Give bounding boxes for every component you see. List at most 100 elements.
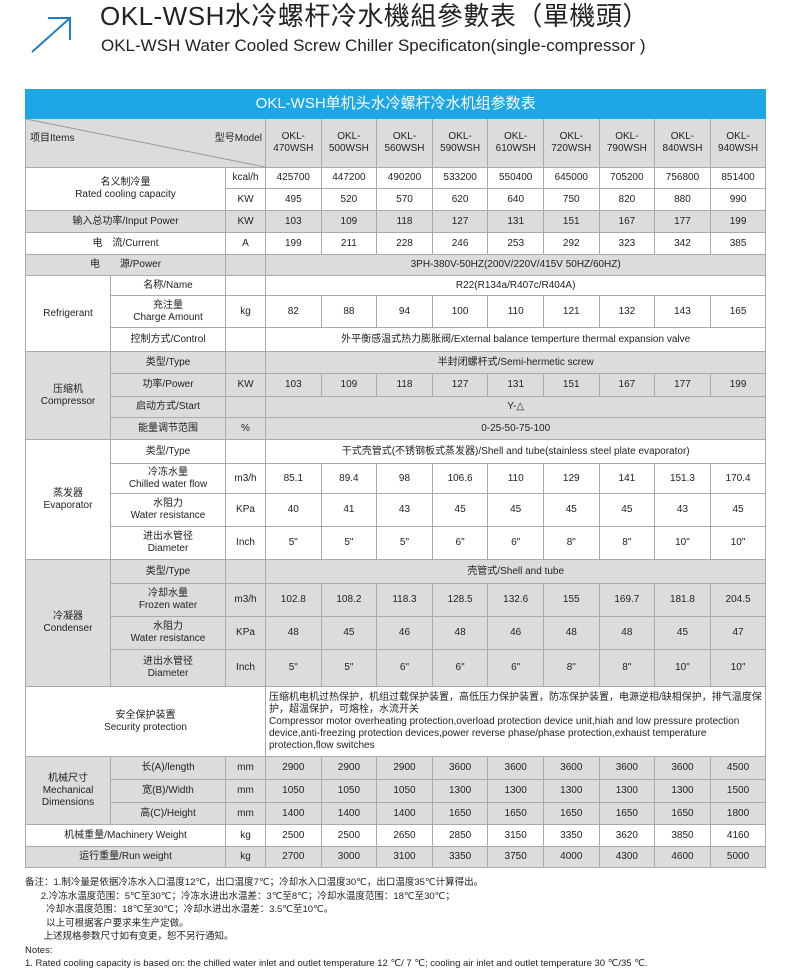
value-cell: 98 xyxy=(376,463,433,494)
table-row: 充注量 Charge Amount kg 82 88 94 100 110 121 132 143… xyxy=(26,295,767,328)
value-cell: 121 xyxy=(542,295,600,328)
value-cell: 3750 xyxy=(487,846,544,868)
value-cell: 141 xyxy=(598,463,656,494)
model-header: OKL- 840WSH xyxy=(654,118,711,168)
unit-cell: % xyxy=(225,417,266,440)
model-header: OKL- 500WSH xyxy=(320,118,378,168)
content: OKL-WSH单机头水冷螺杆冷水机组参数表 项目Items 型号Model OK… xyxy=(24,89,767,971)
value-cell: 820 xyxy=(598,188,656,211)
value-cell: 46 xyxy=(376,616,433,650)
note-line: 以上可根据客户要求来生产定做。 xyxy=(25,917,189,929)
row-label: 机械重量/Machinery Weight xyxy=(25,824,226,847)
value-cell: 1300 xyxy=(654,779,711,803)
value-cell: 1650 xyxy=(542,802,600,825)
items-label: 项目Items xyxy=(30,133,75,144)
value-cell: 103 xyxy=(265,210,322,233)
value-cell: 342 xyxy=(654,232,711,255)
value-cell: 199 xyxy=(709,210,767,233)
row-value: 0-25-50-75-100 xyxy=(264,417,767,440)
table-row: 名义制冷量 Rated cooling capacity kcal/h 425700… xyxy=(25,167,767,211)
table-row: 冷却水量 Frozen water m3/h 102.8 108.2 118.3 128.… xyxy=(26,583,767,617)
value-cell: 6" xyxy=(431,526,489,560)
unit-cell xyxy=(225,327,266,352)
value-cell: 490200 xyxy=(376,167,433,189)
table-row: 机械尺寸 Mechanical Dimensions 长(A)/length mm 2… xyxy=(25,756,767,825)
value-cell: 118 xyxy=(376,373,433,397)
row-value: 干式壳管式(不锈钢板式蒸发器)/Shell and tube(stainless… xyxy=(264,439,767,464)
value-cell: 3600 xyxy=(654,756,711,780)
row-value: R22(R134a/R407c/R404A) xyxy=(264,275,767,296)
value-cell: 169.7 xyxy=(598,583,656,617)
value-cell: 447200 xyxy=(320,167,378,189)
value-cell: 645000 xyxy=(542,167,600,189)
value-cell: 45 xyxy=(598,493,656,527)
value-cell: 211 xyxy=(320,232,378,255)
value-cell: 103 xyxy=(265,373,322,397)
value-cell: 246 xyxy=(431,232,489,255)
value-cell: 851400 xyxy=(709,167,767,189)
unit-cell: m3/h xyxy=(225,583,266,617)
unit-cell: mm xyxy=(225,779,266,803)
note-line: 2.冷冻水温度范围：5℃至30℃；冷冻水进出水温差：3℃至8℃；冷却水温度范围：… xyxy=(25,890,455,902)
value-cell: 43 xyxy=(376,493,433,527)
row-value: 3PH-380V-50HZ(200V/220V/415V 50HZ/60HZ) xyxy=(264,254,767,276)
unit-cell: kg xyxy=(225,295,266,328)
model-header: OKL- 470WSH xyxy=(265,118,322,168)
row-value: 壳管式/Shell and tube xyxy=(264,559,767,584)
value-cell: 5" xyxy=(265,649,322,687)
value-cell: 3350 xyxy=(431,846,489,868)
unit-cell: A xyxy=(225,232,266,255)
table-row: 控制方式/Control 外平衡感温式热力膨胀阀/External balance… xyxy=(26,327,767,352)
row-label: 运行重量/Run weight xyxy=(25,846,226,868)
value-cell: 47 xyxy=(709,616,767,650)
value-cell: 118 xyxy=(376,210,433,233)
value-cell: 199 xyxy=(265,232,322,255)
table-row: 进出水管径 Diameter Inch 5" 5" 5" 6" 6" 8" 8" 10" 10" xyxy=(26,526,767,560)
value-cell: 5" xyxy=(265,526,322,560)
note-line: 备注：1.制冷量是依据冷冻水入口温度12℃，出口温度7℃；冷却水入口温度30℃，… xyxy=(25,877,484,888)
unit-cell: Inch xyxy=(225,526,266,560)
group-label: 压缩机 Compressor xyxy=(25,351,111,440)
page-subtitle: OKL-WSH Water Cooled Screw Chiller Speci… xyxy=(101,36,646,55)
model-header: OKL- 560WSH xyxy=(376,118,433,168)
model-header: OKL- 940WSH xyxy=(709,118,767,168)
value-cell: 3600 xyxy=(487,756,544,780)
value-cell: 110 xyxy=(487,295,544,328)
table-row: 功率/Power KW 103 109 118 127 131 151 167 177 199 xyxy=(26,373,767,397)
value-cell: 94 xyxy=(376,295,433,328)
value-cell: 1300 xyxy=(542,779,600,803)
row-label: 类型/Type xyxy=(110,559,226,584)
row-label: 高(C)/Height xyxy=(110,802,226,825)
value-cell: 2500 xyxy=(320,824,378,847)
value-cell: 127 xyxy=(431,210,489,233)
value-cell: 1800 xyxy=(709,802,767,825)
value-cell: 1500 xyxy=(709,779,767,803)
unit-cell: m3/h xyxy=(225,463,266,494)
value-cell: 3350 xyxy=(542,824,600,847)
value-cell: 45 xyxy=(320,616,378,650)
value-cell: 990 xyxy=(709,188,767,211)
value-cell: 109 xyxy=(320,210,378,233)
value-cell: 131 xyxy=(487,373,544,397)
value-cell: 1050 xyxy=(320,779,378,803)
row-label: 类型/Type xyxy=(110,439,226,464)
table-row: 能量调节范围% 0-25-50-75-100 xyxy=(26,417,767,440)
value-cell: 4600 xyxy=(654,846,711,868)
unit-cell: KW xyxy=(225,210,266,233)
value-cell: 199 xyxy=(709,373,767,397)
row-label: 能量调节范围 xyxy=(110,417,226,440)
row-value: Y-△ xyxy=(264,396,767,418)
value-cell: 570 xyxy=(376,188,433,211)
value-cell: 8" xyxy=(542,526,600,560)
value-cell: 167 xyxy=(598,210,656,233)
unit-cell: mm xyxy=(225,802,266,825)
value-cell: 228 xyxy=(376,232,433,255)
table-row: 安全保护装置 Security protection 压缩机电机过热保护，机组过载… xyxy=(25,686,767,757)
value-cell: 4000 xyxy=(542,846,600,868)
value-cell: 48 xyxy=(265,616,322,650)
value-cell: 253 xyxy=(487,232,544,255)
model-header: OKL- 590WSH xyxy=(431,118,489,168)
unit-cell: KPa xyxy=(225,616,266,650)
value-cell: 2900 xyxy=(376,756,433,780)
note-line: 上述规格参数尺寸如有变更，恕不另行通知。 xyxy=(25,931,234,942)
